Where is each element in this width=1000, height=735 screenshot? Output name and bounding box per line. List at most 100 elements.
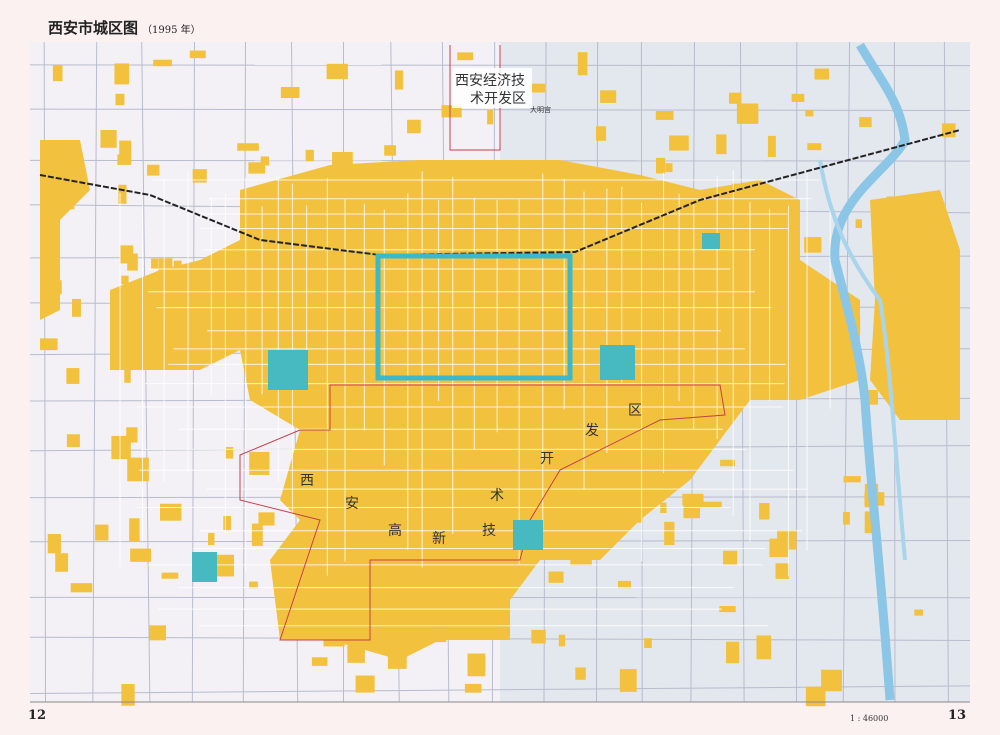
building-block [759,502,770,520]
building-block [855,219,862,229]
building-blocks [40,50,956,707]
building-block [173,260,182,273]
building-block [119,140,132,164]
building-block [769,538,789,558]
building-block [814,68,830,80]
building-block [775,563,790,579]
building-block [95,524,109,541]
building-block [728,92,742,104]
building-block [130,548,151,562]
urban-area-west [40,140,90,320]
building-block [153,59,172,67]
building-block [248,162,266,174]
building-block [431,626,447,643]
building-block [249,451,270,475]
building-block [64,186,75,210]
building-block [574,350,583,371]
building-block [512,202,519,227]
building-block [914,609,924,616]
place-daminggong: 大明宫 [530,105,551,114]
building-block [311,657,328,666]
building-block [407,370,424,380]
building-block [223,515,231,531]
hightech-zone-char: 西 [300,473,314,489]
building-block [394,70,403,90]
building-block [767,135,776,158]
building-block [487,109,494,125]
page-number-right: 13 [948,708,967,723]
hightech-zone-char: 发 [585,423,599,439]
building-block [457,52,474,61]
building-block [805,110,814,117]
building-block [886,196,898,210]
hightech-zone-char: 开 [540,451,554,467]
building-block [450,331,461,342]
building-block [548,571,564,583]
building-block [149,625,167,641]
building-block [332,151,353,170]
building-block [46,280,62,295]
building-block [365,523,379,535]
building-block [519,387,536,401]
building-block [531,83,546,93]
building-block [791,93,805,102]
building-block [407,119,421,134]
chan-river [818,159,907,561]
hightech-zone-char: 新 [432,531,446,547]
building-block [726,641,740,664]
building-block [251,523,263,546]
road [191,41,195,703]
building-block [421,193,441,213]
building-block [378,214,395,223]
building-block [669,135,689,151]
building-block [805,686,826,707]
building-block [665,163,673,173]
building-block [326,63,348,80]
park-west [268,350,308,390]
park-southwest [192,552,217,582]
road [242,41,246,703]
building-block [192,169,207,183]
building-block [56,166,68,191]
building-block [260,156,270,166]
building-block [664,430,672,451]
building-block [606,208,617,232]
building-block [459,604,467,619]
building-block [70,583,93,593]
building-block [731,183,744,203]
building-block [353,198,372,214]
building-block [327,251,347,276]
building-block [535,362,546,370]
building-block [575,667,586,680]
hightech-zone-char: 术 [490,488,504,504]
building-block [347,645,365,663]
building-block [756,635,772,660]
building-block [655,157,666,174]
building-block [644,638,652,648]
building-block [47,534,61,554]
map-title: 西安市城区图 （1995 年） [48,17,201,38]
economic-zone-label-2: 术开发区 [470,91,526,107]
building-block [129,518,140,541]
building-block [126,427,138,443]
park-south [513,520,543,550]
building-block [750,213,767,228]
street-grid [119,170,831,627]
building-block [249,581,258,589]
building-block [942,123,956,138]
building-block [323,640,345,647]
building-block [624,503,643,523]
building-block [655,397,666,409]
building-block [821,669,842,692]
building-block [384,145,396,156]
building-block [491,390,507,414]
building-block [682,493,704,506]
building-block [807,143,822,151]
building-block [567,460,580,484]
park-east [702,233,720,249]
building-block [387,655,407,669]
building-block [664,521,675,546]
urban-area [110,160,860,660]
building-block [467,236,490,257]
